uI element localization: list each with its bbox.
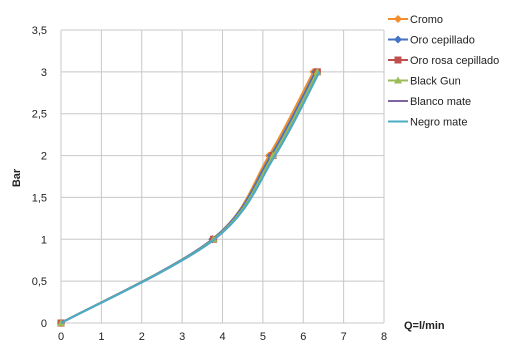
- x-tick-label: 4: [219, 331, 225, 343]
- legend-label-negro-mate: Negro mate: [410, 117, 467, 129]
- legend-item-cromo: Cromo: [388, 14, 443, 26]
- grid: [60, 29, 385, 324]
- x-tick-label: 3: [179, 331, 185, 343]
- y-tick-label: 2,5: [32, 109, 47, 121]
- legend-item-blanco-mate: Blanco mate: [388, 96, 471, 108]
- series-group: [57, 67, 322, 327]
- legend-marker-oro-cepillado: [394, 35, 402, 44]
- legend-label-black-gun: Black Gun: [410, 76, 461, 88]
- legend-label-oro-rosa-cepillado: Oro rosa cepillado: [410, 55, 499, 67]
- legend-label-cromo: Cromo: [410, 14, 443, 26]
- x-tick-label: 2: [139, 331, 145, 343]
- legend-item-black-gun: Black Gun: [388, 76, 461, 88]
- legend-marker-black-gun: [394, 76, 402, 84]
- x-tick-label: 8: [381, 331, 387, 343]
- series-black-gun: [57, 67, 322, 326]
- legend-item-oro-rosa-cepillado: Oro rosa cepillado: [388, 55, 499, 67]
- x-tick-label: 6: [300, 331, 306, 343]
- x-tick-label: 7: [341, 331, 347, 343]
- legend-label-blanco-mate: Blanco mate: [410, 96, 471, 108]
- x-axis-title: Q=l/min: [404, 320, 445, 332]
- y-tick-label: 0,5: [32, 276, 47, 288]
- x-tick-label: 5: [260, 331, 266, 343]
- x-tick-labels: 0 1 2 3 4 5 6 7 8: [58, 331, 387, 343]
- y-tick-label: 2: [41, 151, 47, 163]
- y-axis-title: Bar: [11, 168, 23, 187]
- y-tick-label: 0: [41, 318, 47, 330]
- legend-item-negro-mate: Negro mate: [388, 117, 467, 129]
- y-tick-label: 1: [41, 234, 47, 246]
- legend-label-oro-cepillado: Oro cepillado: [410, 35, 475, 47]
- legend-marker-oro-rosa-cepillado: [394, 56, 402, 64]
- series-line-negro-mate: [60, 71, 321, 324]
- y-tick-label: 3: [41, 67, 47, 79]
- x-tick-label: 0: [58, 331, 64, 343]
- legend: Cromo Oro cepillado Oro rosa cepillado Blac…: [388, 14, 499, 129]
- y-tick-label: 3,5: [32, 25, 47, 37]
- y-tick-label: 1,5: [32, 192, 47, 204]
- legend-item-oro-cepillado: Oro cepillado: [388, 35, 475, 47]
- legend-marker-cromo: [394, 15, 402, 23]
- series-negro-mate: [60, 71, 321, 324]
- x-tick-label: 1: [98, 331, 104, 343]
- y-tick-labels: 0 0,5 1 1,5 2 2,5 3 3,5: [32, 25, 47, 330]
